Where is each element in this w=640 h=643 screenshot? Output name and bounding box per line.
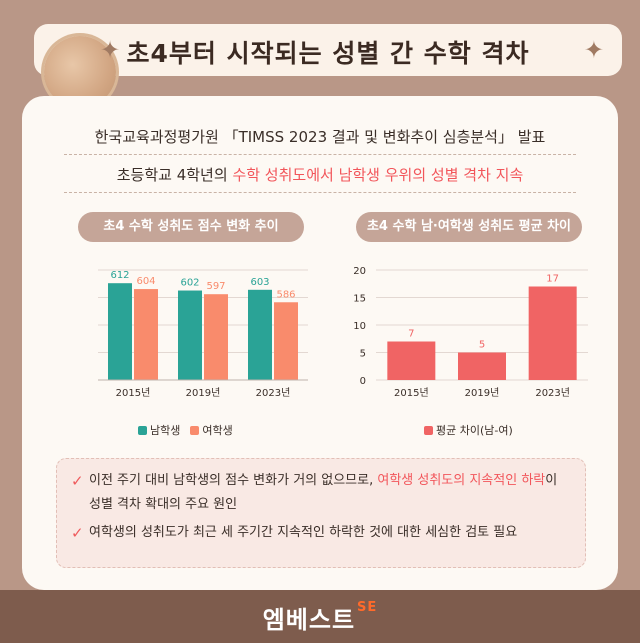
bar [178,290,202,380]
note-text: 이전 주기 대비 남학생의 점수 변화가 거의 없으므로, 여학생 성취도의 지… [89,469,571,517]
legend-item-gap: 평균 차이(남-여) [424,422,513,438]
legend-item-male: 남학생 [138,422,180,438]
data-label: 17 [546,274,559,285]
y-tick-label: 15 [353,294,366,305]
headline-prefix: 초등학교 4학년의 [116,166,233,184]
page-title: 초4부터 시작되는 성별 간 수학 격차 [126,39,530,68]
x-tick-label: 2023년 [256,387,291,399]
note-suffix: 이 성별 격차 확대의 주요 원인 [89,473,558,512]
data-label: 586 [276,289,295,300]
content-card: 한국교육과정평가원 「TIMSS 2023 결과 및 변화추이 심층분석」 발표… [22,96,618,590]
footer: 엠베스트 SE [0,590,640,643]
data-label: 603 [250,277,269,288]
bar [204,294,228,380]
chart1-legend: 남학생 여학생 [138,422,233,438]
legend-swatch [190,425,200,435]
note-highlight: 여학생 성취도의 지속적인 하락 [377,473,546,488]
bar [274,302,298,380]
legend-label: 남학생 [150,424,181,437]
divider [64,154,576,155]
headline-highlight: 수학 성취도에서 남학생 우위의 성별 격차 지속 [232,166,524,184]
legend-swatch [424,425,433,435]
y-tick-label: 20 [353,266,366,277]
y-tick-label: 0 [360,376,366,387]
title-banner: ✦ 초4부터 시작되는 성별 간 수학 격차 ✦ [34,24,622,108]
score-gap-chart: 0 5 10 15 20 7 2015년 5 2019년 17 2023년 [353,266,588,399]
bar [248,289,272,380]
divider [64,192,576,193]
y-tick-label: 5 [360,349,366,360]
x-tick-label: 2015년 [394,387,429,399]
score-trend-chart: 612 604 2015년 602 597 2019년 603 586 2023년 [98,269,308,399]
brand-logo: 엠베스트 SE [0,600,640,635]
note-item: ✓ 여학생의 성취도가 최근 세 주기간 지속적인 하락한 것에 대한 세심한 … [71,521,571,545]
legend-label: 여학생 [202,424,233,437]
check-icon: ✓ [71,472,84,490]
legend-swatch [138,425,147,435]
data-label: 604 [136,276,155,287]
data-label: 597 [206,281,225,292]
x-tick-label: 2019년 [465,387,500,399]
bar [528,286,577,380]
bar [134,289,158,380]
note-item: ✓ 이전 주기 대비 남학생의 점수 변화가 거의 없으므로, 여학생 성취도의… [71,469,571,517]
bar [387,341,436,380]
x-tick-label: 2015년 [116,387,151,399]
headline: 초등학교 4학년의 수학 성취도에서 남학생 우위의 성별 격차 지속 [22,164,618,185]
chart1-title: 초4 수학 성취도 점수 변화 추이 [78,212,304,242]
sparkle-icon: ✦ [100,36,121,64]
data-label: 7 [408,329,414,340]
data-label: 612 [110,270,129,281]
check-icon: ✓ [71,524,84,542]
legend-label: 평균 차이(남-여) [436,424,513,437]
x-tick-label: 2019년 [186,387,221,399]
data-label: 602 [180,278,199,289]
sparkle-icon: ✦ [583,36,604,64]
data-label: 5 [479,340,485,351]
brand-name: 엠베스트 [262,606,356,634]
bar [108,283,132,380]
x-tick-label: 2023년 [535,387,570,399]
brand-badge: SE [357,600,378,615]
note-prefix: 이전 주기 대비 남학생의 점수 변화가 거의 없으므로, [89,473,378,488]
notes-box: ✓ 이전 주기 대비 남학생의 점수 변화가 거의 없으므로, 여학생 성취도의… [56,458,586,568]
chart2-legend: 평균 차이(남-여) [424,422,513,438]
source-subtitle: 한국교육과정평가원 「TIMSS 2023 결과 및 변화추이 심층분석」 발표 [94,128,546,146]
note-text: 여학생의 성취도가 최근 세 주기간 지속적인 하락한 것에 대한 세심한 검토… [89,525,518,540]
chart2-title: 초4 수학 남·여학생 성취도 평균 차이 [356,212,582,242]
bar [458,352,506,380]
y-tick-label: 10 [353,321,366,332]
legend-item-female: 여학생 [190,422,233,438]
